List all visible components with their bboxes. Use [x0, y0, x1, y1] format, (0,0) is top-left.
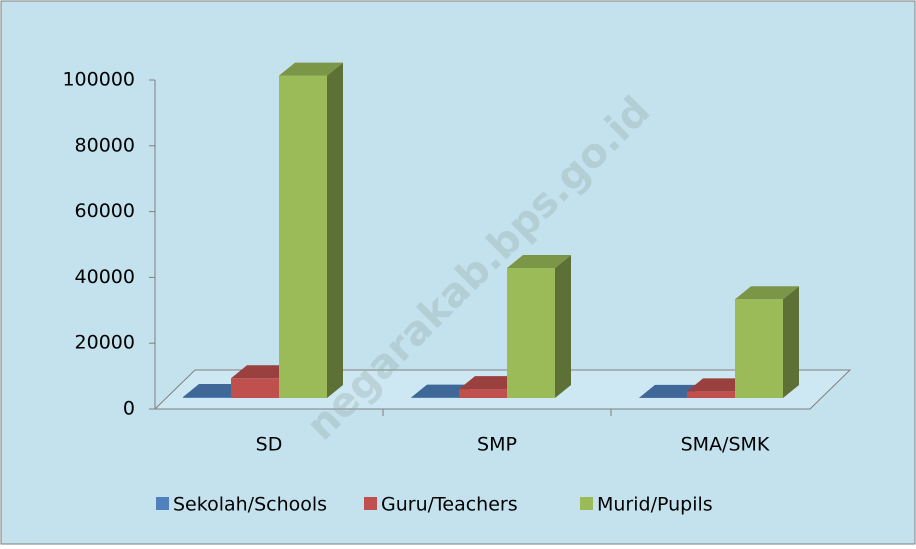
y-tick-label: 100000 [62, 69, 135, 91]
y-tick-label: 60000 [75, 200, 135, 222]
bar [459, 389, 507, 398]
x-tick-label: SMP [477, 434, 517, 456]
legend-swatch [580, 497, 593, 510]
legend-label: Murid/Pupils [597, 494, 713, 516]
bar [183, 397, 231, 398]
bar [279, 76, 327, 398]
y-tick-label: 0 [123, 398, 135, 420]
legend-swatch [364, 497, 377, 510]
bar [735, 299, 783, 398]
bar [687, 391, 735, 398]
x-tick-label: SMA/SMK [681, 434, 770, 456]
y-tick-label: 20000 [75, 332, 135, 354]
x-tick-label: SD [256, 434, 283, 456]
y-tick-label: 40000 [75, 266, 135, 288]
bar [231, 378, 279, 398]
bar [507, 268, 555, 398]
legend-label: Sekolah/Schools [173, 494, 327, 516]
legend-label: Guru/Teachers [381, 494, 518, 516]
bar-side [783, 286, 799, 398]
legend-swatch [156, 497, 169, 510]
bar-side [327, 63, 343, 398]
bar-side [555, 255, 571, 398]
y-tick-label: 80000 [75, 134, 135, 156]
